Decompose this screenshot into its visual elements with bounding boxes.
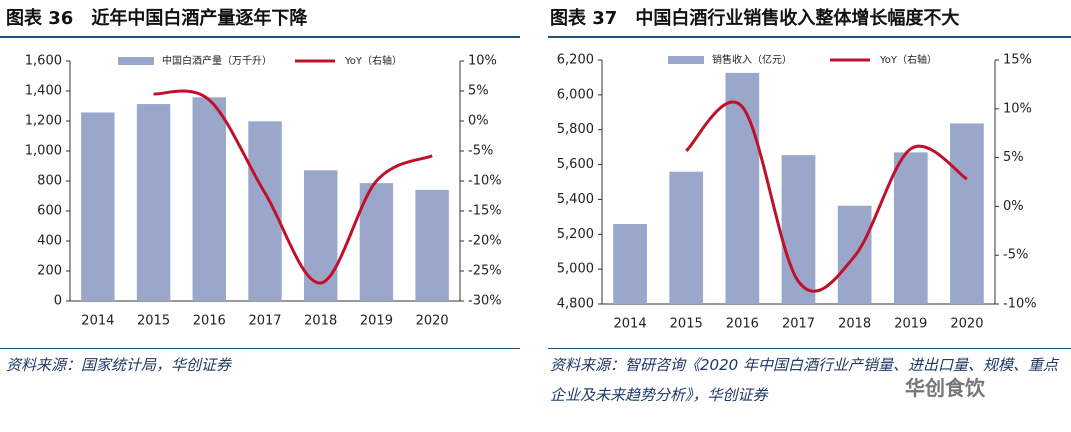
y2-tick-label: 10% <box>468 54 497 69</box>
legend-label: 销售收入（亿元） <box>712 53 792 66</box>
y-tick-label: 1,600 <box>25 54 62 69</box>
x-tick-label: 2019 <box>894 317 927 332</box>
x-tick-label: 2020 <box>950 317 983 332</box>
y2-tick-label: -5% <box>1003 248 1028 263</box>
x-tick-label: 2017 <box>782 317 815 332</box>
bar <box>893 152 928 304</box>
bar <box>136 104 171 301</box>
y-tick-label: 1,400 <box>25 84 62 99</box>
legend-label: 中国白酒产量（万千升） <box>162 54 272 67</box>
title-rule <box>0 36 520 38</box>
title-rule <box>548 36 1071 38</box>
y-tick-label: 800 <box>37 174 62 189</box>
y2-tick-label: -10% <box>468 174 502 189</box>
legend-label: YoY（右轴） <box>879 53 937 66</box>
y-tick-label: 400 <box>37 234 62 249</box>
y-tick-label: 6,000 <box>557 87 594 102</box>
chart-title: 图表 36 近年中国白酒产量逐年下降 <box>6 8 308 29</box>
bar <box>81 112 115 301</box>
y-tick-label: 6,200 <box>557 53 594 68</box>
chart-title: 图表 37 中国白酒行业销售收入整体增长幅度不大 <box>550 8 960 29</box>
x-tick-label: 2016 <box>193 314 226 329</box>
y-tick-label: 1,200 <box>25 114 62 129</box>
x-tick-label: 2018 <box>838 317 871 332</box>
y2-tick-label: 0% <box>468 114 489 129</box>
y2-tick-label: 5% <box>1003 150 1024 165</box>
legend-swatch <box>668 56 704 64</box>
y2-tick-label: 5% <box>468 84 489 99</box>
y2-tick-label: -10% <box>1003 297 1037 312</box>
y-tick-label: 4,800 <box>557 297 594 312</box>
y2-tick-label: 0% <box>1003 199 1024 214</box>
y-tick-label: 5,000 <box>557 262 594 277</box>
bar <box>304 170 338 301</box>
x-tick-label: 2015 <box>670 317 703 332</box>
bar <box>248 121 282 301</box>
y2-tick-label: 10% <box>1003 101 1032 116</box>
y-tick-label: 200 <box>37 264 62 279</box>
y-tick-label: 5,200 <box>557 227 594 242</box>
y-tick-label: 1,000 <box>25 144 62 159</box>
watermark: 华创食饮 <box>905 376 985 400</box>
y2-tick-label: -25% <box>468 264 502 279</box>
x-tick-label: 2014 <box>614 317 647 332</box>
bar <box>669 171 704 304</box>
y2-tick-label: -30% <box>468 294 502 309</box>
source: 资料来源：智研咨询《2020 年中国白酒行业产销量、进出口量、规模、重点企业及未… <box>550 356 1058 404</box>
x-tick-label: 2016 <box>726 317 759 332</box>
x-tick-label: 2019 <box>360 314 393 329</box>
y2-tick-label: -5% <box>468 144 493 159</box>
bar <box>725 72 760 304</box>
bar <box>415 189 449 301</box>
y-tick-label: 5,400 <box>557 192 594 207</box>
x-tick-label: 2015 <box>137 314 170 329</box>
x-tick-label: 2017 <box>248 314 281 329</box>
legend-swatch <box>118 57 154 65</box>
line <box>153 89 433 285</box>
y-tick-label: 600 <box>37 204 62 219</box>
y2-tick-label: -20% <box>468 234 502 249</box>
x-tick-label: 2018 <box>304 314 337 329</box>
y-tick-label: 0 <box>54 294 62 309</box>
bar <box>950 123 984 304</box>
bar <box>192 97 226 301</box>
bar <box>613 224 647 304</box>
source-rule <box>548 348 1071 349</box>
x-tick-label: 2014 <box>81 314 114 329</box>
y2-tick-label: 15% <box>1003 53 1032 68</box>
y-tick-label: 5,600 <box>557 157 594 172</box>
legend-label: YoY（右轴） <box>344 54 402 67</box>
line <box>685 100 968 293</box>
source: 资料来源：国家统计局，华创证券 <box>6 356 232 374</box>
x-tick-label: 2020 <box>416 314 449 329</box>
source-rule <box>0 348 520 349</box>
y-tick-label: 5,800 <box>557 122 594 137</box>
y2-tick-label: -15% <box>468 204 502 219</box>
